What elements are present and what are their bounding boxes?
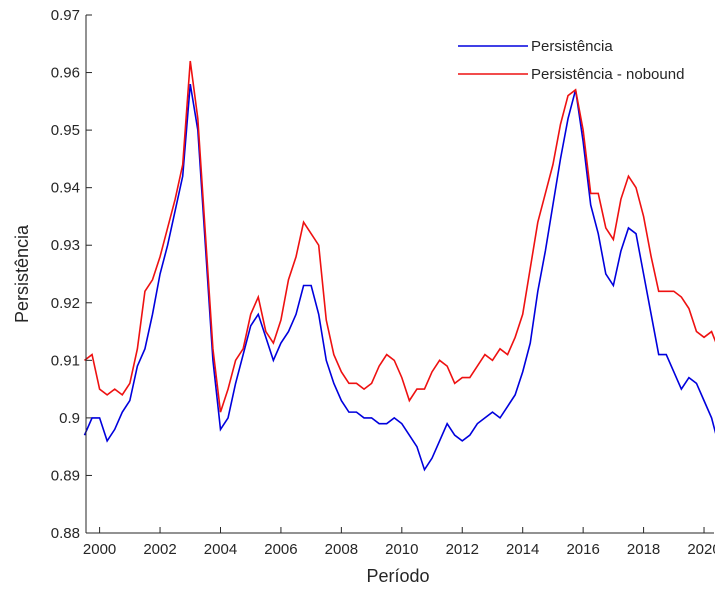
x-tick-label: 2018 bbox=[627, 541, 660, 558]
x-tick-label: 2012 bbox=[446, 541, 479, 558]
x-tick-label: 2004 bbox=[204, 541, 237, 558]
y-tick-label: 0.92 bbox=[51, 295, 80, 312]
y-tick-label: 0.89 bbox=[51, 467, 80, 484]
y-tick-label: 0.91 bbox=[51, 352, 80, 369]
y-tick-label: 0.96 bbox=[51, 65, 80, 82]
y-tick-label: 0.94 bbox=[51, 180, 80, 197]
x-axis-label: Período bbox=[366, 566, 429, 586]
y-tick-label: 0.93 bbox=[51, 237, 80, 254]
y-tick-label: 0.88 bbox=[51, 525, 80, 542]
x-tick-label: 2008 bbox=[325, 541, 358, 558]
y-tick-label: 0.95 bbox=[51, 122, 80, 139]
data-line bbox=[83, 83, 715, 472]
y-axis-label: Persistência bbox=[12, 224, 32, 323]
x-tick-label: 2002 bbox=[143, 541, 176, 558]
x-tick-label: 2010 bbox=[385, 541, 418, 558]
x-tick-label: 2016 bbox=[566, 541, 599, 558]
x-tick-label: 2000 bbox=[83, 541, 116, 558]
x-tick-label: 2006 bbox=[264, 541, 297, 558]
legend-label: Persistência bbox=[531, 38, 613, 55]
x-tick-label: 2014 bbox=[506, 541, 539, 558]
y-tick-label: 0.97 bbox=[51, 7, 80, 24]
legend-label: Persistência - nobound bbox=[531, 66, 684, 83]
y-tick-label: 0.9 bbox=[59, 410, 80, 427]
x-tick-label: 2020 bbox=[687, 541, 715, 558]
data-line bbox=[84, 60, 715, 413]
